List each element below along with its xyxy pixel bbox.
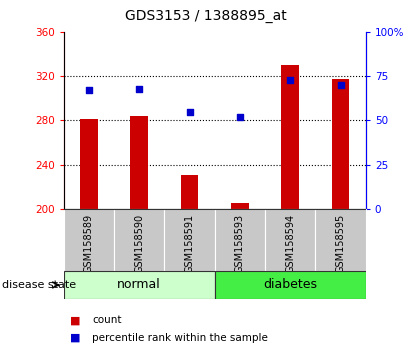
- Bar: [164, 209, 215, 271]
- Point: [287, 77, 293, 82]
- Text: normal: normal: [118, 279, 161, 291]
- Bar: [114, 209, 164, 271]
- Bar: [265, 209, 316, 271]
- Text: GSM158593: GSM158593: [235, 214, 245, 273]
- Text: ■: ■: [70, 315, 81, 325]
- Bar: [80, 119, 98, 209]
- Text: GSM158594: GSM158594: [285, 214, 295, 273]
- Text: percentile rank within the sample: percentile rank within the sample: [92, 333, 268, 343]
- Bar: [215, 271, 366, 299]
- Point: [186, 109, 193, 114]
- Bar: [316, 209, 366, 271]
- Text: GSM158595: GSM158595: [336, 214, 346, 273]
- Point: [85, 87, 92, 93]
- Bar: [181, 175, 199, 209]
- Text: GSM158591: GSM158591: [185, 214, 194, 273]
- Bar: [64, 209, 114, 271]
- Point: [237, 114, 243, 120]
- Bar: [130, 116, 148, 209]
- Bar: [282, 65, 299, 209]
- Text: GDS3153 / 1388895_at: GDS3153 / 1388895_at: [125, 9, 286, 23]
- Point: [136, 86, 143, 91]
- Bar: [332, 79, 349, 209]
- Text: ■: ■: [70, 333, 81, 343]
- Bar: [215, 209, 265, 271]
- Text: GSM158589: GSM158589: [84, 214, 94, 273]
- Text: count: count: [92, 315, 122, 325]
- Text: GSM158590: GSM158590: [134, 214, 144, 273]
- Text: disease state: disease state: [2, 280, 76, 290]
- Point: [337, 82, 344, 88]
- Text: diabetes: diabetes: [263, 279, 317, 291]
- Bar: [231, 203, 249, 209]
- Bar: [64, 271, 215, 299]
